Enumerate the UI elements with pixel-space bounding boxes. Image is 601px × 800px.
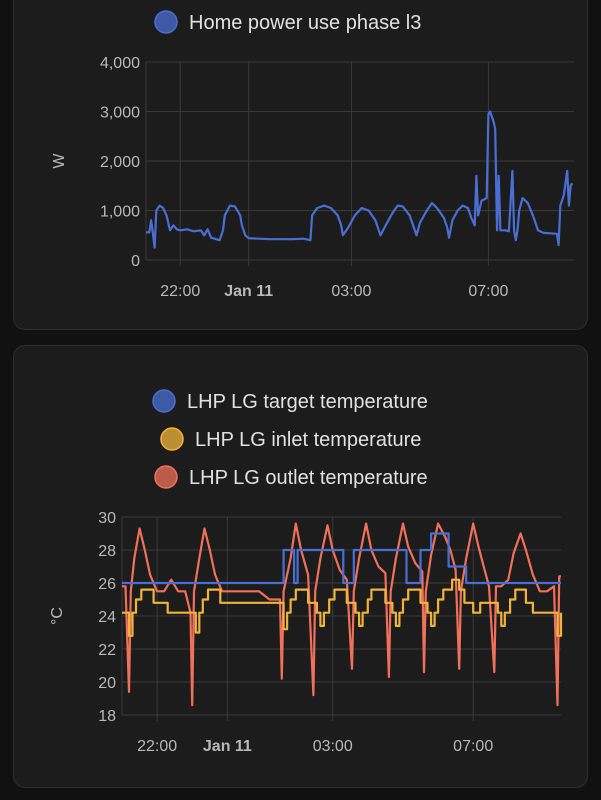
y-tick-label: 0	[131, 253, 140, 270]
legend-label: Home power use phase l3	[189, 12, 421, 34]
y-tick-label: 30	[98, 510, 116, 527]
legend-item-home-power-use-phase-l3[interactable]: Home power use phase l3	[154, 10, 421, 34]
x-tick-label: 22:00	[137, 738, 177, 755]
power-chart-card: Home power use phase l3 4,000 3,000 2,000 1,…	[13, 0, 588, 330]
temperature-chart-card: LHP LG target temperature LHP LG inlet te…	[13, 345, 588, 788]
x-tick-label: Jan 11	[203, 738, 252, 755]
legend-item-lhp-lg-target-temperature[interactable]: LHP LG target temperature	[152, 389, 428, 413]
y-tick-label: 26	[98, 576, 116, 593]
y-tick-label: 24	[98, 609, 116, 626]
legend-swatch	[154, 465, 178, 489]
y-tick-label: 3,000	[100, 105, 140, 122]
legend-swatch	[152, 389, 176, 413]
series-line-lhp-lg-target-temperature[interactable]	[122, 532, 561, 585]
legend-swatch	[154, 10, 178, 34]
legend-label: LHP LG target temperature	[187, 391, 428, 413]
x-tick-label: Jan 11	[224, 283, 273, 300]
legend-swatch	[160, 427, 184, 451]
y-tick-label: 28	[98, 543, 116, 560]
temperature-chart: LHP LG target temperature LHP LG inlet te…	[49, 389, 563, 755]
y-tick-label: 1,000	[100, 204, 140, 221]
legend-label: LHP LG outlet temperature	[189, 467, 428, 489]
series-line-home-power-use-phase-l3[interactable]	[146, 110, 574, 249]
y-tick-label: 4,000	[100, 55, 140, 72]
x-tick-label: 03:00	[331, 283, 371, 300]
y-tick-label: 20	[98, 675, 116, 692]
y-axis-label: W	[51, 153, 68, 169]
y-tick-label: 18	[98, 708, 116, 725]
power-chart: Home power use phase l3 4,000 3,000 2,000 1,…	[51, 10, 574, 300]
legend-item-lhp-lg-inlet-temperature[interactable]: LHP LG inlet temperature	[160, 427, 421, 451]
series-line-lhp-lg-inlet-temperature[interactable]	[122, 578, 563, 637]
y-tick-label: 22	[98, 642, 116, 659]
x-tick-label: 03:00	[313, 738, 353, 755]
legend-label: LHP LG inlet temperature	[195, 429, 421, 451]
series-line-lhp-lg-outlet-temperature[interactable]	[122, 522, 561, 707]
y-axis-label: °C	[49, 607, 66, 625]
x-tick-label: 07:00	[468, 283, 508, 300]
x-tick-label: 07:00	[453, 738, 493, 755]
legend-item-lhp-lg-outlet-temperature[interactable]: LHP LG outlet temperature	[154, 465, 428, 489]
x-tick-label: 22:00	[160, 283, 200, 300]
y-tick-label: 2,000	[100, 154, 140, 171]
